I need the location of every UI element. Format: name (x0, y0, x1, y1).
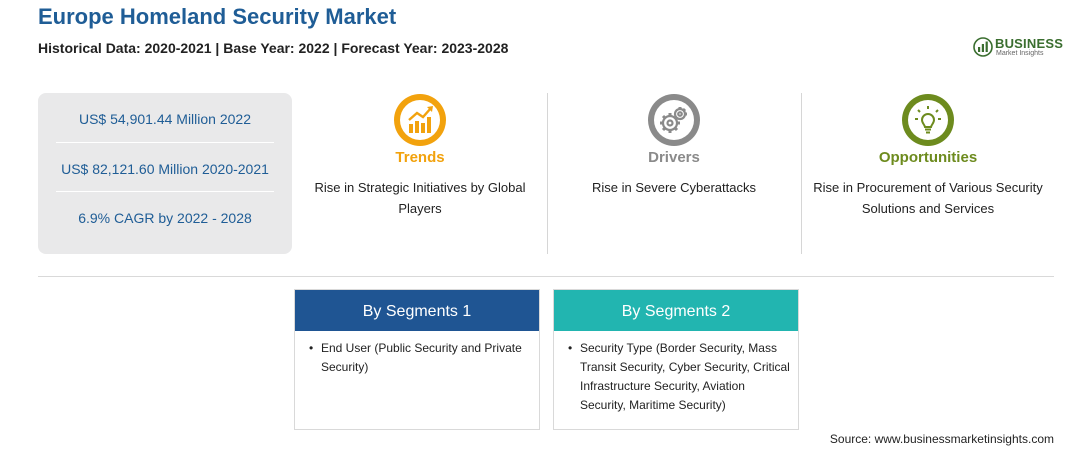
bullet-icon: • (309, 341, 314, 355)
brand-logo: BUSINESS Market Insights (973, 36, 1063, 60)
brand-logo-word: BUSINESS (995, 36, 1064, 51)
segment-1-item: End User (Public Security and Private Se… (321, 341, 522, 374)
source-note: Source: www.businessmarketinsights.com (829, 432, 1054, 446)
segment-1-title: By Segments 1 (295, 290, 539, 331)
brand-logo-subtext: Market Insights (996, 50, 1044, 57)
segment-2-item: Security Type (Border Security, Mass Tra… (580, 341, 790, 412)
chart-up-icon (394, 94, 446, 146)
section-divider (38, 276, 1054, 277)
page-title: Europe Homeland Security Market (38, 4, 397, 29)
brand-logo-icon (973, 37, 993, 57)
market-value-historical: US$ 82,121.60 Million 2020-2021 (61, 161, 269, 177)
trends-heading: Trends (395, 149, 445, 166)
gears-icon (648, 94, 700, 146)
segment-1-list: • End User (Public Security and Private … (295, 331, 539, 377)
opportunities-heading: Opportunities (878, 149, 978, 166)
stats-divider (56, 142, 274, 143)
key-stats-panel: US$ 54,901.44 Million 2022 US$ 82,121.60… (38, 93, 292, 254)
cagr-value: 6.9% CAGR by 2022 - 2028 (78, 210, 252, 226)
trends-text: Rise in Strategic Initiatives by Global … (314, 180, 526, 216)
stats-divider (56, 191, 274, 192)
column-divider (801, 93, 802, 254)
market-value-2022: US$ 54,901.44 Million 2022 (78, 111, 251, 127)
drivers-text: Rise in Severe Cyberattacks (591, 180, 756, 195)
segment-2-title: By Segments 2 (554, 290, 798, 331)
segment-2-list: • Security Type (Border Security, Mass T… (554, 331, 798, 415)
lightbulb-icon (902, 94, 954, 146)
drivers-heading: Drivers (648, 149, 700, 166)
segment-box-1: By Segments 1 • End User (Public Securit… (294, 289, 540, 430)
column-divider (547, 93, 548, 254)
page-subtitle: Historical Data: 2020-2021 | Base Year: … (38, 40, 509, 56)
segment-box-2: By Segments 2 • Security Type (Border Se… (553, 289, 799, 430)
opportunities-text: Rise in Procurement of Various Security … (813, 180, 1043, 216)
bullet-icon: • (568, 341, 573, 355)
